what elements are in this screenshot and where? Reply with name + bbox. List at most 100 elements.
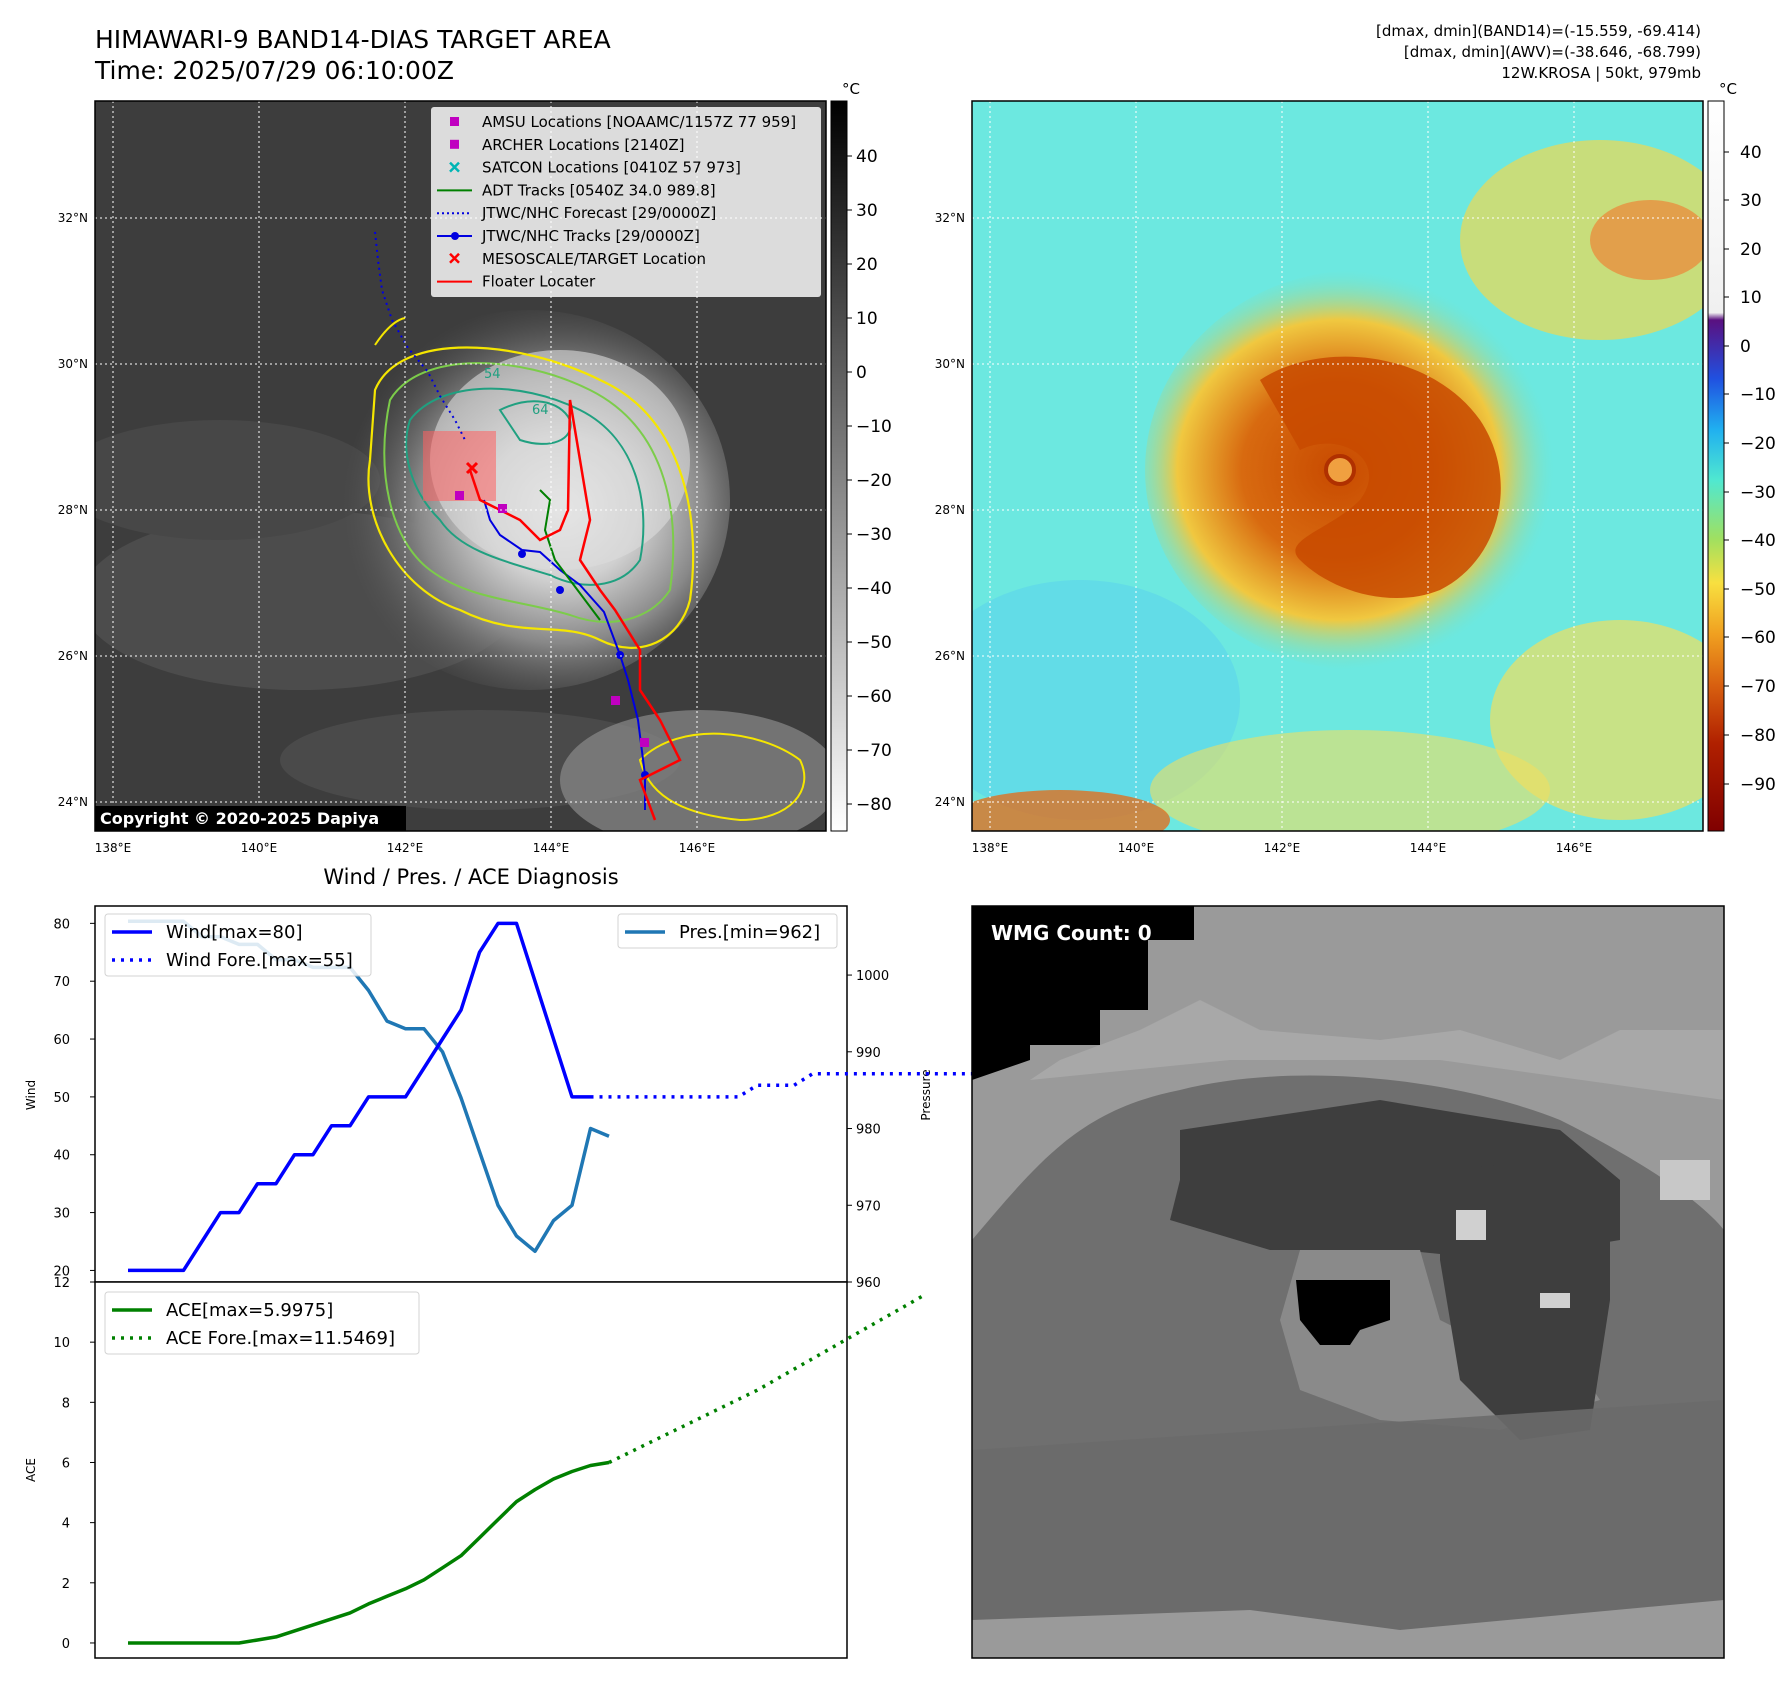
awv-colorbar-tick: −80 xyxy=(1740,726,1776,746)
map-legend-label: AMSU Locations [NOAAMC/1157Z 77 959] xyxy=(482,113,796,131)
ace-tick-label: 6 xyxy=(62,1456,70,1471)
map-legend-label: ADT Tracks [0540Z 34.0 989.8] xyxy=(482,181,716,199)
awv-colorbar-tick: 40 xyxy=(1740,143,1762,163)
lon-tick-label: 146°E xyxy=(679,841,716,855)
awv-colorbar-tick: −90 xyxy=(1740,775,1776,795)
lon-tick-label: 138°E xyxy=(972,841,1009,855)
ace-tick-label: 10 xyxy=(53,1336,70,1351)
map-legend-item: JTWC/NHC Forecast [29/0000Z] xyxy=(437,204,716,222)
info-storm: 12W.KROSA | 50kt, 979mb xyxy=(1501,64,1701,82)
contour-label-64: 64 xyxy=(532,403,549,418)
figure-time: Time: 2025/07/29 06:10:00Z xyxy=(95,56,454,85)
wind-tick-label: 80 xyxy=(53,917,70,932)
ace-ylabel: ACE xyxy=(24,1458,38,1482)
awv-colorbar-tick: −60 xyxy=(1740,628,1776,648)
floater-track xyxy=(468,399,682,821)
pressure-ylabel: Pressure xyxy=(919,1069,933,1120)
ace-legend-label: ACE[max=5.9975] xyxy=(166,1300,333,1321)
wind-tick-label: 40 xyxy=(53,1149,70,1164)
lat-tick-label: 28°N xyxy=(935,503,965,517)
wmg-dark-corner xyxy=(972,906,1194,1080)
diagnosis-title: Wind / Pres. / ACE Diagnosis xyxy=(323,865,618,889)
wmg-count-label: WMG Count: 0 xyxy=(991,921,1152,945)
map-legend-label: JTWC/NHC Forecast [29/0000Z] xyxy=(481,204,716,222)
info-awv-range: [dmax, dmin](AWV)=(-38.646, -68.799) xyxy=(1403,43,1701,61)
wind-tick-label: 60 xyxy=(53,1033,70,1048)
map-legend-item: AMSU Locations [NOAAMC/1157Z 77 959] xyxy=(450,113,796,131)
lat-tick-label: 24°N xyxy=(935,795,965,809)
pres-legend: Pres.[min=962] xyxy=(617,913,838,949)
lat-tick-label: 26°N xyxy=(935,649,965,663)
ace-tick-label: 8 xyxy=(62,1396,70,1411)
wind-tick-label: 70 xyxy=(53,975,70,990)
wind-forecast-line xyxy=(590,1072,1035,1099)
pres-legend-label: Pres.[min=962] xyxy=(679,922,820,943)
wind-legend: Wind[max=80] Wind Fore.[max=55] xyxy=(104,913,372,977)
pressure-tick-label: 970 xyxy=(856,1199,881,1214)
wind-fore-legend-label: Wind Fore.[max=55] xyxy=(166,950,353,971)
jtwc-forecast-track xyxy=(374,231,466,441)
adt-track xyxy=(539,489,601,621)
wmg-panel: WMG Count: 0 xyxy=(971,905,1725,1659)
awv-colorbar-tick: 30 xyxy=(1740,191,1762,211)
lon-tick-label: 138°E xyxy=(95,841,132,855)
pressure-tick-label: 980 xyxy=(856,1123,881,1138)
awv-colorbar-tick: 10 xyxy=(1740,288,1762,308)
ir-colorbar-tick: 40 xyxy=(856,147,878,167)
map-legend-item: MESOSCALE/TARGET Location xyxy=(449,250,706,268)
map-legend-item: ADT Tracks [0540Z 34.0 989.8] xyxy=(437,181,716,199)
ir-colorbar-tick: −30 xyxy=(856,525,892,545)
lon-tick-label: 144°E xyxy=(533,841,570,855)
lat-tick-label: 32°N xyxy=(58,211,88,225)
lat-tick-label: 30°N xyxy=(58,357,88,371)
lat-tick-label: 28°N xyxy=(58,503,88,517)
ir-colorbar-tick: 0 xyxy=(856,363,867,383)
ace-fore-legend-label: ACE Fore.[max=11.5469] xyxy=(166,1328,395,1349)
ir-colorbar-tick: −10 xyxy=(856,417,892,437)
info-band14-range: [dmax, dmin](BAND14)=(-15.559, -69.414) xyxy=(1376,22,1701,40)
ir-colorbar-tick: −20 xyxy=(856,471,892,491)
wind-tick-label: 20 xyxy=(53,1264,70,1279)
ir-colorbar-tick: −60 xyxy=(856,687,892,707)
ir-map-legend: AMSU Locations [NOAAMC/1157Z 77 959] ARCH… xyxy=(431,107,821,297)
awv-storm-core xyxy=(1145,270,1575,670)
lon-tick-label: 140°E xyxy=(241,841,278,855)
archer-marker xyxy=(498,504,507,513)
awv-colorbar-tick: −20 xyxy=(1740,434,1776,454)
map-legend-item: SATCON Locations [0410Z 57 973] xyxy=(449,159,741,177)
ir-colorbar-tick: 10 xyxy=(856,309,878,329)
ace-tick-label: 12 xyxy=(53,1276,70,1291)
awv-colorbar-tick: 0 xyxy=(1740,337,1751,357)
lon-tick-label: 140°E xyxy=(1118,841,1155,855)
ir-gridlines xyxy=(95,101,826,831)
map-legend-label: Floater Locater xyxy=(482,273,596,291)
lon-tick-label: 142°E xyxy=(387,841,424,855)
ir-colorbar-unit: °C xyxy=(842,80,860,98)
awv-colorbar-tick: −40 xyxy=(1740,531,1776,551)
ir-contour-green xyxy=(383,362,675,623)
ace-line xyxy=(128,1460,610,1645)
map-legend-item: ARCHER Locations [2140Z] xyxy=(450,136,685,154)
mesoscale-target-marker xyxy=(465,461,479,475)
lon-tick-label: 146°E xyxy=(1556,841,1593,855)
amsu-marker xyxy=(611,696,620,705)
map-legend-label: JTWC/NHC Tracks [29/0000Z] xyxy=(481,227,700,245)
ace-tick-label: 4 xyxy=(62,1517,70,1532)
map-legend-item: Floater Locater xyxy=(437,273,596,291)
ir-contour-yellow xyxy=(367,346,695,649)
pressure-tick-label: 960 xyxy=(856,1276,881,1291)
ir-contour-teal xyxy=(405,387,645,586)
awv-colorbar-tick: −50 xyxy=(1740,580,1776,600)
map-legend-item: JTWC/NHC Tracks [29/0000Z] xyxy=(437,227,700,245)
wind-line xyxy=(128,921,591,1273)
awv-colorbar-tick: −10 xyxy=(1740,385,1776,405)
lat-tick-label: 32°N xyxy=(935,211,965,225)
map-legend-label: ARCHER Locations [2140Z] xyxy=(482,136,685,154)
awv-gridlines xyxy=(972,101,1703,831)
lon-tick-label: 142°E xyxy=(1264,841,1301,855)
ace-tick-label: 2 xyxy=(62,1577,70,1592)
awv-colorbar-unit: °C xyxy=(1719,80,1737,98)
ace-legend: ACE[max=5.9975] ACE Fore.[max=11.5469] xyxy=(104,1291,420,1355)
pressure-tick-label: 1000 xyxy=(856,969,889,984)
